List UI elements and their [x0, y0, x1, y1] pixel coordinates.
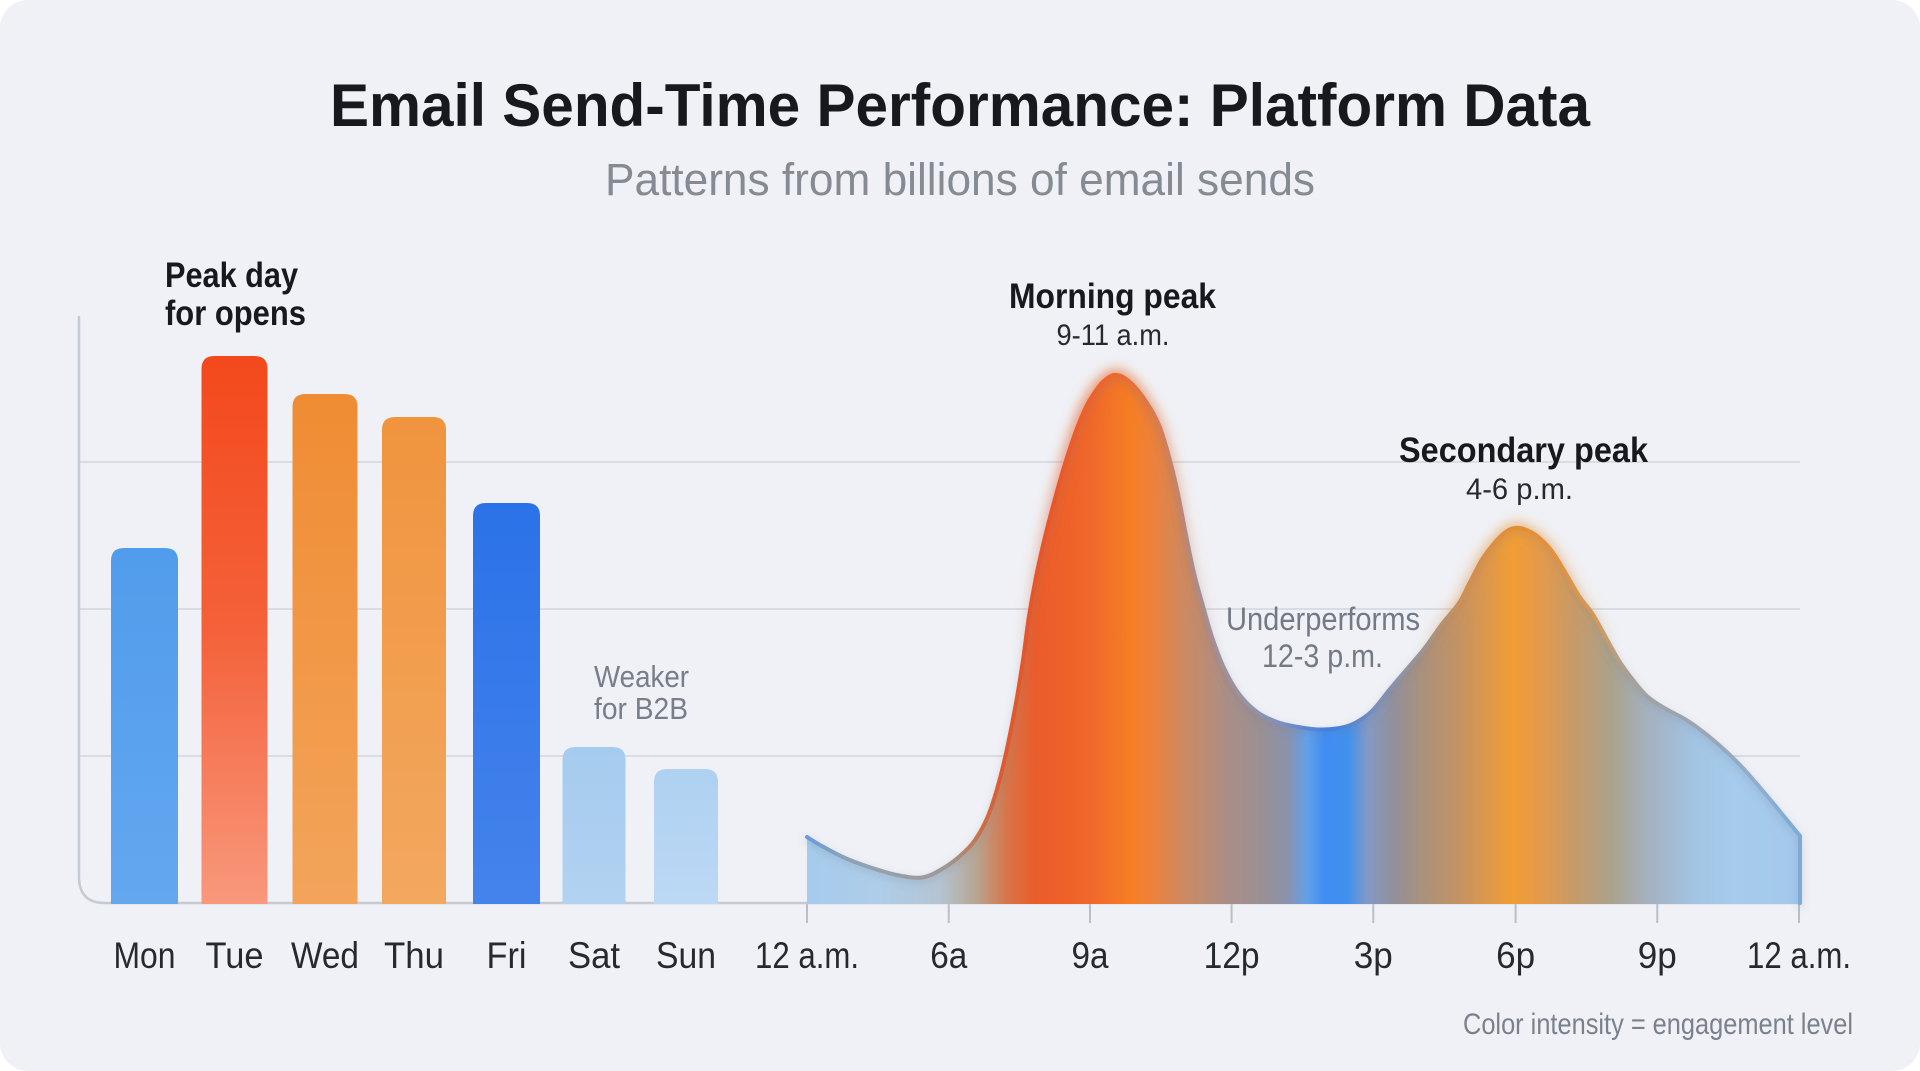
svg-text:Fri: Fri: [487, 935, 527, 976]
svg-text:Tue: Tue: [206, 935, 264, 976]
svg-text:Thu: Thu: [384, 935, 444, 976]
svg-text:4-6 p.m.: 4-6 p.m.: [1466, 473, 1573, 506]
svg-text:3p: 3p: [1354, 935, 1393, 976]
svg-text:Sun: Sun: [656, 935, 716, 976]
svg-text:9a: 9a: [1072, 935, 1109, 976]
svg-text:Patterns from billions of emai: Patterns from billions of email sends: [605, 154, 1315, 205]
svg-text:6p: 6p: [1496, 935, 1535, 976]
svg-text:Sat: Sat: [568, 935, 621, 976]
svg-text:for opens: for opens: [165, 294, 306, 333]
svg-text:12 a.m.: 12 a.m.: [755, 935, 859, 976]
svg-text:Email Send-Time Performance: P: Email Send-Time Performance: Platform Da…: [330, 72, 1591, 139]
svg-text:Underperforms: Underperforms: [1226, 601, 1420, 637]
svg-text:6a: 6a: [930, 935, 967, 976]
svg-text:9-11 a.m.: 9-11 a.m.: [1057, 319, 1170, 352]
svg-text:for B2B: for B2B: [594, 691, 688, 726]
svg-text:Peak day: Peak day: [165, 256, 298, 295]
svg-text:12 a.m.: 12 a.m.: [1747, 935, 1851, 976]
svg-text:9p: 9p: [1638, 935, 1677, 976]
svg-text:12p: 12p: [1204, 935, 1260, 976]
svg-text:Wed: Wed: [291, 935, 359, 976]
svg-text:Weaker: Weaker: [594, 659, 689, 694]
svg-text:Secondary peak: Secondary peak: [1399, 431, 1648, 470]
svg-text:12-3 p.m.: 12-3 p.m.: [1262, 638, 1383, 674]
svg-text:Morning peak: Morning peak: [1009, 277, 1216, 316]
svg-text:Color intensity = engagement l: Color intensity = engagement level: [1463, 1008, 1853, 1041]
svg-text:Mon: Mon: [114, 935, 176, 976]
